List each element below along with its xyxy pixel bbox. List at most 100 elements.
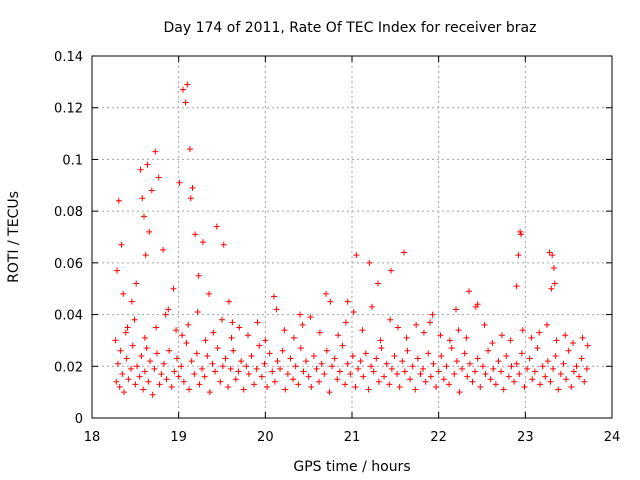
data-point xyxy=(282,386,289,393)
data-point xyxy=(498,332,505,339)
data-point xyxy=(557,371,564,378)
data-point xyxy=(165,306,172,313)
y-tick-label: 0.08 xyxy=(54,205,83,220)
data-point xyxy=(342,319,349,326)
data-point xyxy=(573,363,580,370)
data-point xyxy=(143,345,150,352)
data-point xyxy=(206,290,212,297)
data-point xyxy=(261,360,268,367)
data-point xyxy=(206,389,213,396)
data-point xyxy=(448,345,455,352)
data-point xyxy=(335,332,342,339)
data-point xyxy=(481,321,488,328)
data-point xyxy=(152,148,159,155)
data-point xyxy=(225,298,232,305)
data-point xyxy=(443,363,450,370)
data-point xyxy=(128,298,135,305)
data-point xyxy=(388,267,394,274)
data-point xyxy=(427,373,434,380)
data-point xyxy=(394,371,401,378)
data-point xyxy=(391,352,398,359)
data-point xyxy=(422,378,429,385)
data-point xyxy=(515,252,522,259)
data-point xyxy=(114,267,121,274)
data-point xyxy=(199,239,206,246)
data-point xyxy=(292,363,299,370)
data-point xyxy=(277,365,284,372)
data-point xyxy=(271,293,277,300)
data-point xyxy=(118,241,125,248)
data-point xyxy=(459,365,466,372)
data-point xyxy=(401,249,407,256)
data-point xyxy=(487,376,494,383)
data-point xyxy=(258,373,265,380)
data-point xyxy=(463,334,470,341)
data-point xyxy=(365,386,372,393)
data-point xyxy=(539,363,546,370)
data-point xyxy=(344,298,351,305)
data-point xyxy=(271,378,278,385)
data-point xyxy=(455,327,462,334)
data-point xyxy=(269,368,276,375)
data-point xyxy=(243,363,250,370)
data-point xyxy=(429,311,436,318)
data-point xyxy=(466,360,473,367)
data-point xyxy=(519,327,526,334)
data-point xyxy=(154,350,160,357)
data-point xyxy=(359,327,366,334)
y-tick-label: 0.14 xyxy=(54,50,83,65)
data-point xyxy=(122,329,129,336)
data-point xyxy=(485,347,492,354)
data-point xyxy=(173,355,180,362)
data-point xyxy=(440,376,447,383)
data-point xyxy=(240,386,247,393)
data-points xyxy=(112,81,591,398)
data-point xyxy=(404,347,411,354)
data-point xyxy=(526,355,533,362)
data-point xyxy=(537,381,544,388)
data-point xyxy=(124,324,131,331)
data-point xyxy=(139,195,146,202)
data-point xyxy=(500,386,507,393)
data-point xyxy=(413,321,420,328)
data-point xyxy=(581,378,588,385)
data-point xyxy=(355,365,362,372)
data-point xyxy=(453,358,460,365)
data-point xyxy=(158,371,165,378)
grid-lines xyxy=(92,56,612,418)
y-tick-label: 0.1 xyxy=(62,153,83,168)
data-point xyxy=(199,365,206,372)
data-point xyxy=(482,371,489,378)
data-point xyxy=(547,378,554,385)
data-point xyxy=(137,166,144,173)
data-point xyxy=(176,179,183,186)
data-point xyxy=(534,345,541,352)
data-point xyxy=(521,383,528,390)
y-tick-label: 0 xyxy=(75,412,83,427)
data-point xyxy=(321,371,328,378)
data-point xyxy=(209,360,216,367)
data-point xyxy=(266,350,273,357)
data-point xyxy=(399,358,406,365)
data-point xyxy=(381,373,388,380)
data-point xyxy=(513,283,520,290)
data-point xyxy=(219,316,225,323)
data-point xyxy=(210,329,217,336)
data-point xyxy=(517,228,524,235)
data-point xyxy=(377,337,384,344)
data-point xyxy=(323,290,329,297)
data-point xyxy=(141,368,148,375)
data-point xyxy=(297,311,303,318)
data-point xyxy=(550,365,557,372)
data-point xyxy=(162,311,169,318)
data-point xyxy=(511,378,518,385)
data-point xyxy=(274,358,281,365)
data-point xyxy=(235,368,242,375)
data-point xyxy=(153,324,160,331)
data-point xyxy=(133,280,140,287)
data-point xyxy=(128,365,134,372)
data-point xyxy=(495,358,502,365)
data-point xyxy=(529,376,536,383)
data-point xyxy=(253,365,260,372)
